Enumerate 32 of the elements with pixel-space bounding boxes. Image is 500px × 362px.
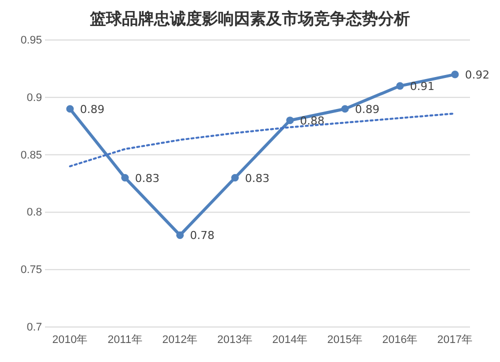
data-label: 0.89 — [80, 102, 104, 116]
x-tick-label: 2015年 — [327, 334, 363, 346]
data-label: 0.89 — [355, 102, 380, 116]
data-label: 0.83 — [245, 172, 270, 185]
y-tick-label: 0.95 — [20, 34, 42, 47]
y-tick-label: 0.85 — [20, 149, 42, 162]
point — [341, 105, 349, 113]
y-tick-label: 0.8 — [26, 206, 42, 219]
line-series — [69, 112, 456, 168]
y-tick-label: 0.9 — [26, 92, 42, 104]
x-tick-label: 2010年 — [52, 334, 88, 346]
data-label: 0.83 — [135, 172, 160, 185]
point — [231, 174, 239, 182]
y-tick-label: 0.7 — [26, 322, 42, 334]
data-label: 0.92 — [465, 68, 490, 82]
x-tick-label: 2016年 — [382, 334, 418, 346]
x-tick-label: 2013年 — [217, 334, 253, 346]
point — [286, 116, 294, 124]
point — [66, 105, 74, 113]
data-label: 0.88 — [300, 114, 324, 128]
point — [396, 82, 404, 90]
x-tick-label: 2017年 — [437, 334, 473, 346]
x-tick-label: 2014年 — [272, 334, 308, 346]
x-tick-label: 2011年 — [108, 334, 142, 346]
y-tick-label: 0.75 — [20, 264, 42, 276]
x-tick-label: 2012年 — [162, 334, 198, 346]
data-label: 0.91 — [410, 80, 434, 93]
point — [451, 70, 459, 78]
chart-title: 篮球品牌忠诚度影响因素及市场竞争态势分析 — [89, 9, 410, 28]
point — [176, 231, 184, 239]
data-label: 0.78 — [190, 229, 214, 242]
point — [121, 174, 129, 182]
